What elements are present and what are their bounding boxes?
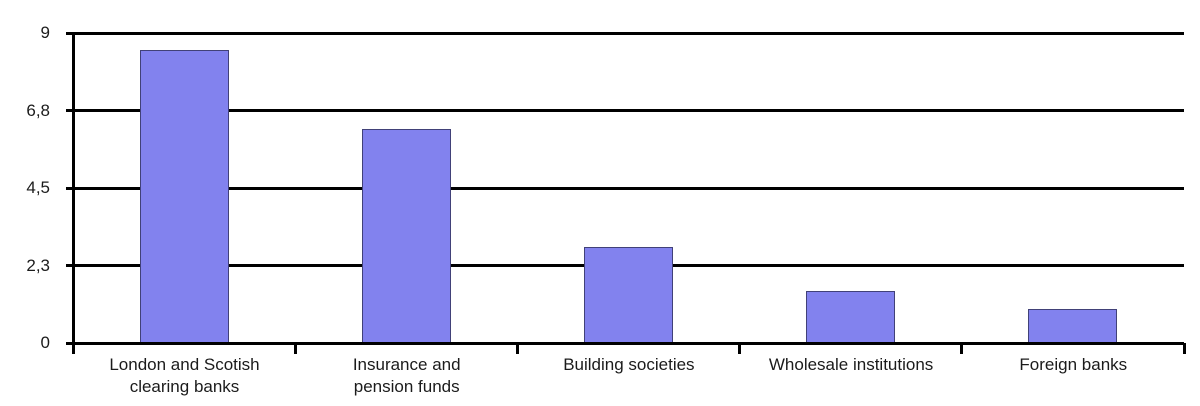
y-axis-tick xyxy=(66,31,79,35)
x-axis-tick xyxy=(71,343,75,354)
y-tick-label: 9 xyxy=(40,23,50,42)
y-axis-tick xyxy=(66,264,79,267)
bar-5 xyxy=(1028,308,1118,343)
y-axis-tick xyxy=(66,109,79,112)
y-tick-label: 4,5 xyxy=(26,178,50,197)
y-tick-label: 2,3 xyxy=(26,255,50,275)
y-tick-label: 6,8 xyxy=(26,100,50,120)
bar-3 xyxy=(584,246,673,343)
gridline-y-6,8 xyxy=(73,109,1184,112)
gridline-y-0 xyxy=(73,341,1184,345)
y-axis-tick xyxy=(66,186,79,190)
x-axis-tick xyxy=(293,343,297,354)
x-category-label: Building societies xyxy=(563,355,695,374)
x-category-label: Wholesale institutions xyxy=(768,355,934,374)
bar-2 xyxy=(361,129,451,343)
x-axis-tick xyxy=(960,343,964,354)
y-tick-label: 0 xyxy=(40,333,50,352)
x-axis-tick xyxy=(1182,343,1186,354)
gridline-y-9 xyxy=(73,31,1184,35)
gridline-y-4,5 xyxy=(73,186,1184,190)
x-axis-tick xyxy=(738,343,742,354)
plot-area xyxy=(66,31,1186,354)
bar-1 xyxy=(139,50,229,343)
x-category-label: Foreign banks xyxy=(1019,355,1128,374)
x-axis-tick xyxy=(515,343,519,354)
x-category-label: Insurance and pension funds xyxy=(352,355,461,396)
bar-4 xyxy=(806,291,896,343)
x-category-label: London and Scotish clearing banks xyxy=(109,355,260,396)
